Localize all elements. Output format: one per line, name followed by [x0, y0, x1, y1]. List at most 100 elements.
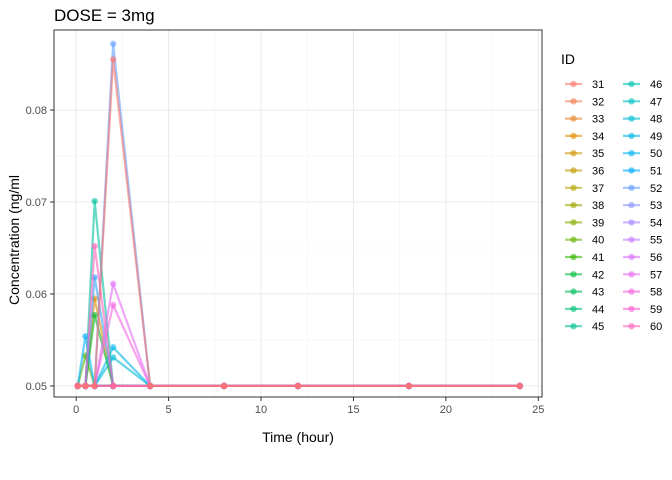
legend-key-point — [570, 305, 577, 313]
legend-label: 38 — [592, 200, 604, 212]
legend-key-point — [570, 115, 577, 122]
legend-key-point — [570, 271, 577, 278]
legend-label: 39 — [592, 217, 604, 229]
data-point — [109, 382, 117, 390]
legend-key-point — [570, 184, 577, 191]
legend-item-50: 50 — [623, 148, 662, 160]
data-point — [146, 382, 154, 390]
legend-item-49: 49 — [623, 131, 662, 143]
data-point — [516, 382, 524, 390]
y-tick-label: 0.07 — [26, 197, 47, 209]
legend-label: 42 — [592, 269, 604, 281]
legend-label: 31 — [592, 79, 604, 91]
legend-label: 44 — [592, 304, 604, 316]
chart-title: DOSE = 3mg — [54, 6, 155, 25]
legend-key-point — [570, 150, 577, 157]
legend-label: 40 — [592, 235, 604, 247]
data-point — [74, 382, 81, 390]
legend-key-point — [570, 167, 577, 174]
series-layer — [74, 40, 524, 390]
x-tick-label: 20 — [440, 404, 452, 416]
legend-key-point — [628, 132, 635, 140]
legend-item-45: 45 — [565, 321, 604, 333]
legend-item-52: 52 — [623, 183, 662, 195]
y-axis-title: Concentration (ng/ml — [6, 175, 22, 305]
data-point — [91, 197, 98, 205]
legend-label: 52 — [650, 183, 662, 195]
legend-key-point — [628, 184, 635, 191]
y-tick-label: 0.08 — [26, 105, 47, 117]
data-point — [82, 333, 89, 340]
legend-key-point — [628, 219, 635, 226]
legend-label: 57 — [650, 269, 662, 281]
legend-item-42: 42 — [565, 269, 604, 281]
legend-key-point — [628, 253, 635, 261]
data-point — [91, 311, 98, 319]
legend-item-39: 39 — [565, 217, 604, 229]
legend-key-point — [570, 201, 577, 209]
legend-label: 51 — [650, 166, 662, 178]
legend-key-point — [570, 323, 577, 330]
legend-title: ID — [561, 51, 575, 67]
legend-label: 53 — [650, 200, 662, 212]
legend-key-point — [570, 98, 577, 105]
legend-key-point — [628, 201, 635, 209]
legend-label: 37 — [592, 183, 604, 195]
data-point — [109, 354, 117, 361]
legend-item-56: 56 — [623, 252, 662, 264]
legend-item-46: 46 — [623, 79, 662, 91]
legend-label: 35 — [592, 148, 604, 160]
legend-key-point — [628, 288, 635, 295]
data-point — [91, 242, 98, 250]
legend-key-point — [628, 305, 635, 313]
legend-key-point — [570, 80, 577, 88]
data-point — [109, 344, 117, 351]
panel-background — [54, 30, 542, 397]
legend-key-point — [628, 98, 635, 105]
legend-label: 50 — [650, 148, 662, 160]
legend-item-53: 53 — [623, 200, 662, 212]
legend-item-51: 51 — [623, 166, 662, 178]
legend-item-48: 48 — [623, 114, 662, 126]
data-point — [220, 382, 228, 390]
legend-label: 48 — [650, 114, 662, 126]
data-point — [405, 382, 413, 390]
legend-key-point — [570, 219, 577, 226]
legend-key-point — [570, 132, 577, 140]
legend-item-31: 31 — [565, 79, 604, 91]
data-point — [82, 382, 89, 390]
legend-item-37: 37 — [565, 183, 604, 195]
legend-key-point — [628, 271, 635, 278]
legend-item-41: 41 — [565, 252, 604, 264]
legend-item-60: 60 — [623, 321, 662, 333]
legend-item-35: 35 — [565, 148, 604, 160]
legend-label: 36 — [592, 166, 604, 178]
legend-label: 60 — [650, 321, 662, 333]
legend-label: 45 — [592, 321, 604, 333]
plot-panel — [54, 30, 542, 397]
x-tick-label: 15 — [347, 404, 359, 416]
legend-item-47: 47 — [623, 96, 662, 108]
legend-key-point — [628, 80, 635, 88]
legend-label: 49 — [650, 131, 662, 143]
x-tick-label: 10 — [255, 404, 267, 416]
series-id-56 — [74, 56, 524, 390]
x-axis: 0 5 10 15 20 25 — [73, 397, 544, 416]
data-point — [109, 301, 117, 309]
legend-item-44: 44 — [565, 304, 604, 316]
x-axis-title: Time (hour) — [262, 429, 334, 445]
x-tick-label: 5 — [166, 404, 172, 416]
data-point — [294, 382, 302, 390]
legend-label: 55 — [650, 235, 662, 247]
x-tick-label: 0 — [73, 404, 79, 416]
data-point — [109, 280, 117, 288]
legend-item-38: 38 — [565, 200, 604, 212]
legend-item-57: 57 — [623, 269, 662, 281]
legend-key-point — [628, 115, 635, 122]
data-point — [109, 40, 117, 47]
legend-key-point — [570, 253, 577, 261]
y-axis: 0.05 0.06 0.07 0.08 — [26, 105, 54, 393]
legend-label: 58 — [650, 287, 662, 299]
legend-key-point — [570, 288, 577, 295]
